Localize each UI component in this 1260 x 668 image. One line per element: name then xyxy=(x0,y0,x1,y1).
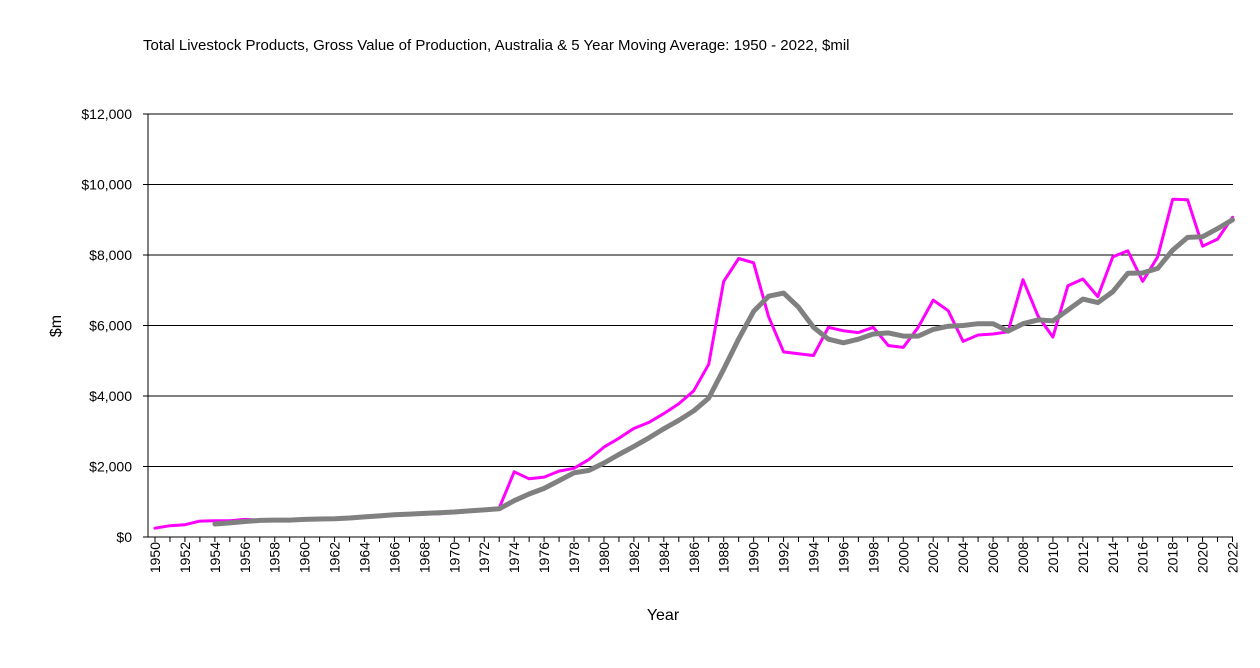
x-tick-label: 1952 xyxy=(177,542,193,573)
x-tick-label: 1962 xyxy=(327,542,343,573)
x-tick-label: 2016 xyxy=(1135,542,1151,573)
x-tick-label: 2022 xyxy=(1225,542,1241,573)
x-tick-label: 1992 xyxy=(776,542,792,573)
x-tick-label: 2000 xyxy=(895,542,911,573)
x-tick-label: 1958 xyxy=(267,542,283,573)
x-tick-label: 1998 xyxy=(865,542,881,573)
x-tick-label: 2010 xyxy=(1045,542,1061,573)
y-tick-label: $10,000 xyxy=(81,177,132,193)
y-tick-label: $2,000 xyxy=(89,459,132,475)
x-tick-label: 1956 xyxy=(237,542,253,573)
y-tick-label: $0 xyxy=(116,529,132,545)
y-tick-labels: $0 $2,000 $4,000 $6,000 $8,000 $10,000 $12,000 xyxy=(81,106,132,545)
x-tick-label: 2014 xyxy=(1105,542,1121,573)
x-tick-label: 1974 xyxy=(506,542,522,573)
x-tick-label: 1950 xyxy=(147,542,163,573)
x-tick-label: 1994 xyxy=(805,542,821,573)
y-tick-label: $8,000 xyxy=(89,247,132,263)
gridlines xyxy=(148,113,1233,467)
x-tick-label: 2012 xyxy=(1075,542,1091,573)
x-tick-label: 1980 xyxy=(596,542,612,573)
x-tick-label: 2020 xyxy=(1195,542,1211,573)
series-line-moving-average xyxy=(212,217,1235,527)
x-tick-labels: 1950 1952 1954 1956 1958 1960 1962 1964 1966 1968… xyxy=(147,542,1241,573)
x-tick-label: 1986 xyxy=(686,542,702,573)
x-tick-label: 1964 xyxy=(357,542,373,573)
x-tick-label: 1976 xyxy=(536,542,552,573)
x-tick-label: 1988 xyxy=(716,542,732,573)
axes xyxy=(143,113,1234,542)
x-tick-label: 1996 xyxy=(835,542,851,573)
y-tick-label: $6,000 xyxy=(89,318,132,334)
x-axis-label: Year xyxy=(647,607,680,624)
y-tick-label: $12,000 xyxy=(81,106,132,122)
y-axis-label: $m xyxy=(48,315,65,337)
x-tick-label: 1968 xyxy=(416,542,432,573)
x-tick-label: 1984 xyxy=(656,542,672,573)
x-tick-label: 1972 xyxy=(476,542,492,573)
x-tick-label: 1960 xyxy=(297,542,313,573)
chart-title: Total Livestock Products, Gross Value of… xyxy=(143,37,850,54)
x-tick-label: 1954 xyxy=(207,542,223,573)
x-tick-label: 2004 xyxy=(955,542,971,573)
series xyxy=(153,197,1235,530)
x-tick-label: 1982 xyxy=(626,542,642,573)
x-tick-label: 1990 xyxy=(746,542,762,573)
x-tick-label: 2008 xyxy=(1015,542,1031,573)
x-tick-label: 2002 xyxy=(925,542,941,573)
x-tick-label: 1966 xyxy=(386,542,402,573)
x-tick-label: 1970 xyxy=(446,542,462,573)
x-tick-label: 2006 xyxy=(985,542,1001,573)
y-tick-label: $4,000 xyxy=(89,388,132,404)
x-tick-label: 1978 xyxy=(566,542,582,573)
x-tick-label: 2018 xyxy=(1165,542,1181,573)
series-line-gross-value xyxy=(153,197,1234,530)
